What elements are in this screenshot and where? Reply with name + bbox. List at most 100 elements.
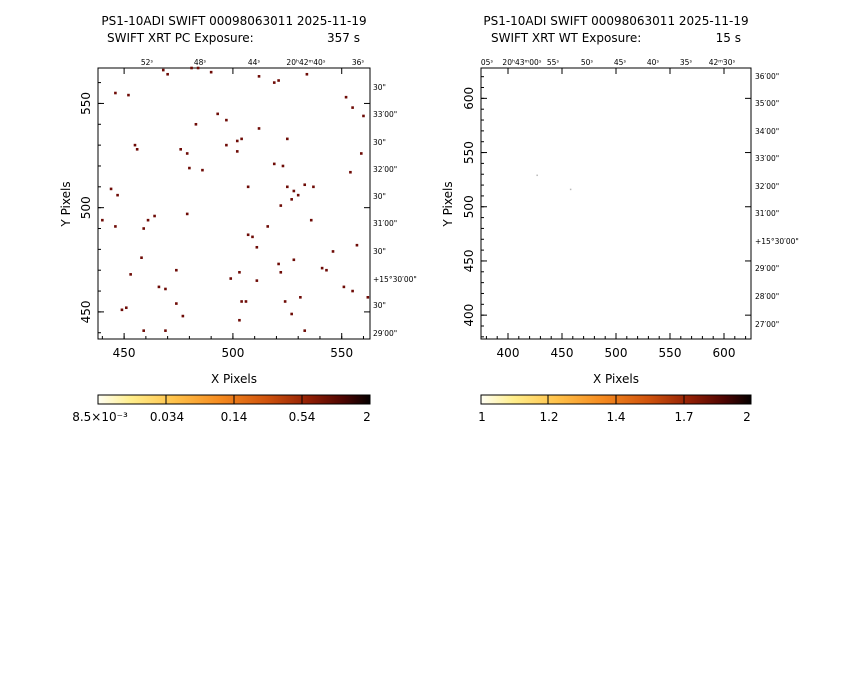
top-tick-label: 45ˢ [614, 58, 627, 67]
top-tick-label: 05ˢ [481, 58, 494, 67]
event-point [303, 329, 307, 332]
x-tick-label: 500 [221, 346, 244, 360]
event-point [225, 118, 228, 122]
x-tick-label: 600 [713, 346, 736, 360]
event-point [109, 187, 113, 191]
event-point [114, 225, 117, 228]
event-point [286, 137, 289, 141]
event-point [325, 268, 328, 272]
panel-left: PS1-10ADI SWIFT 00098063011 2025-11-19 S… [59, 14, 417, 424]
plot-frame-left [97, 67, 371, 340]
y-tick-label: 450 [79, 300, 93, 323]
event-point [216, 112, 219, 116]
right-tick-label: 32′00" [373, 165, 397, 174]
right-tick-label: 32′00" [755, 182, 779, 191]
right-tick-label: 36′00" [755, 72, 779, 81]
event-point [120, 308, 124, 312]
x-tick-label: 450 [551, 346, 574, 360]
event-point [281, 164, 285, 168]
event-point [185, 212, 189, 216]
event-point [303, 183, 307, 187]
top-tick-label: 42ᵐ30ˢ [709, 58, 736, 67]
event-point [251, 235, 254, 239]
event-point [283, 300, 287, 303]
event-point [292, 189, 296, 193]
top-tick-label: 55ˢ [547, 58, 560, 67]
event-point [153, 214, 156, 218]
right-tick-label: 33′00" [373, 110, 397, 119]
x-tick-label: 400 [497, 346, 520, 360]
event-point [142, 227, 145, 230]
colorbar-label: 2 [363, 410, 371, 424]
colorbar-label: 0.034 [150, 410, 184, 424]
event-point [190, 66, 193, 70]
event-point [161, 68, 165, 72]
event-point [133, 143, 137, 147]
top-tick-label: 44ˢ [248, 58, 261, 67]
event-point [188, 166, 191, 170]
panel-left-exposure: 357 s [327, 31, 360, 45]
x-tick-label: 550 [659, 346, 682, 360]
event-point [185, 152, 189, 155]
event-point [238, 318, 241, 322]
event-point [257, 75, 261, 78]
event-point [266, 225, 270, 228]
event-point [255, 279, 259, 282]
panel-right-title: PS1-10ADI SWIFT 00098063011 2025-11-19 [483, 14, 748, 28]
top-tick-label: 50ˢ [581, 58, 594, 67]
top-tick-label: 48ˢ [194, 58, 207, 67]
top-tick-label: 36ˢ [352, 58, 365, 67]
event-point [362, 114, 365, 118]
event-point [277, 79, 280, 82]
plot-area-right: 400 450 500 550 600 400 450 500 550 600 [462, 68, 751, 360]
event-point [175, 268, 178, 272]
event-point [201, 168, 204, 172]
panel-left-title: PS1-10ADI SWIFT 00098063011 2025-11-19 [101, 14, 366, 28]
event-point [355, 243, 359, 247]
event-point [292, 258, 296, 262]
event-point [181, 314, 185, 318]
colorbar-label: 8.5×10⁻³ [72, 410, 128, 424]
y-axis-label-right: Y Pixels [441, 181, 455, 227]
event-point [246, 233, 250, 237]
event-point [279, 270, 283, 274]
event-point [286, 185, 289, 189]
right-tick-label: 29′00" [373, 329, 397, 338]
event-point [164, 329, 167, 332]
event-point [272, 81, 276, 84]
plot-frame-right [480, 67, 752, 340]
event-point [277, 262, 280, 266]
event-point [320, 266, 324, 270]
colorbar-label: 2 [743, 410, 751, 424]
event-point [127, 93, 130, 97]
event-point [196, 66, 200, 70]
event-point [116, 193, 119, 197]
event-point [140, 256, 143, 259]
event-point [240, 137, 243, 141]
right-tick-label: 29′00" [755, 264, 779, 273]
event-point [238, 270, 241, 274]
event-point [351, 106, 354, 109]
event-point [366, 296, 370, 299]
event-point [349, 170, 352, 174]
colorbar-label: 1.2 [539, 410, 558, 424]
y-axis-label-left: Y Pixels [59, 181, 73, 227]
event-point [290, 312, 293, 316]
event-point [209, 70, 213, 74]
event-point [225, 143, 228, 147]
right-tick-label: 30" [373, 247, 386, 256]
event-point [175, 302, 178, 305]
event-point [272, 162, 276, 166]
event-point [536, 174, 538, 177]
event-point [114, 91, 117, 95]
event-point [279, 204, 283, 207]
right-tick-label: 30" [373, 301, 386, 310]
x-axis-label-left: X Pixels [211, 372, 257, 386]
event-point [235, 139, 239, 143]
y-tick-label: 400 [462, 304, 476, 327]
event-point [101, 218, 104, 222]
event-point [312, 185, 315, 189]
right-tick-label: +15°30′00" [373, 275, 417, 284]
event-point [246, 185, 250, 189]
